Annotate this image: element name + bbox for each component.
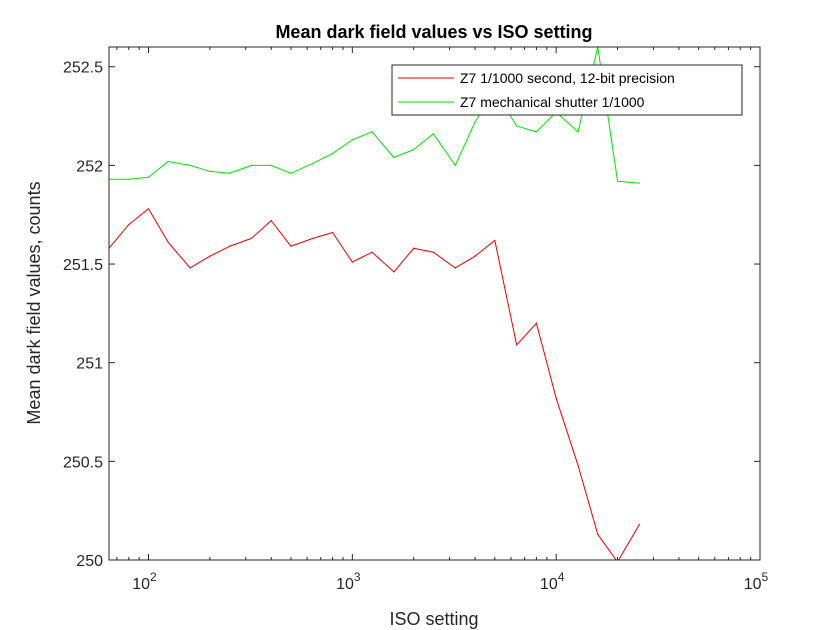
series-2-point [474, 121, 476, 123]
series-2-point [516, 125, 518, 127]
series-1-point [290, 245, 292, 247]
series-2-point [331, 152, 334, 155]
series-1-point [577, 464, 579, 466]
series-2-point [128, 178, 130, 180]
series-1-point [147, 208, 150, 210]
series-1-point [250, 237, 253, 239]
series-1-point [597, 533, 599, 535]
series-1-point [393, 271, 395, 273]
x-tick-label-exponent: 4 [558, 570, 565, 584]
series-1-point [128, 223, 130, 226]
series-2-point [250, 164, 253, 166]
series-1-point [638, 523, 640, 526]
x-tick-label-exponent: 2 [150, 570, 157, 584]
y-axis-ticks: 250 250.5 251 251.5 252 252.5 [63, 60, 760, 570]
series-2-point [371, 131, 373, 133]
series-2-point [189, 164, 191, 166]
series-1-point [454, 267, 456, 269]
legend: Z7 1/1000 second, 12-bit precision Z7 me… [391, 64, 743, 116]
series-2-point [147, 176, 150, 178]
series-2-point [229, 172, 231, 174]
y-axis-label: Mean dark field values, counts [24, 181, 44, 424]
chart-title: Mean dark field values vs ISO setting [275, 22, 592, 42]
legend-entry-series-2: Z7 mechanical shutter 1/1000 [460, 94, 645, 110]
series-1-point [270, 220, 272, 222]
series-1-point [432, 251, 435, 253]
x-axis-ticks: 102 103 104 105 [116, 47, 769, 593]
series-2-point [270, 164, 272, 166]
series-1-point [167, 241, 169, 243]
series-2-point [638, 182, 640, 184]
series-1-point [555, 397, 557, 399]
x-tick-label: 102 [132, 570, 157, 593]
series-1-point [229, 245, 231, 247]
series-1-point [494, 239, 496, 241]
series-2-point [290, 172, 292, 174]
series-1-point [474, 255, 476, 257]
x-tick-label-base: 10 [336, 576, 354, 593]
legend-entry-series-1: Z7 1/1000 second, 12-bit precision [460, 70, 675, 86]
x-tick-label-exponent: 5 [762, 570, 769, 584]
x-tick-label: 104 [540, 570, 565, 593]
series-1-point [516, 344, 518, 346]
x-tick-label-base: 10 [744, 576, 762, 593]
series-2-point [312, 162, 314, 165]
series-2-point [393, 156, 395, 159]
legend-box [391, 64, 743, 116]
x-tick-label-base: 10 [132, 576, 150, 593]
x-tick-label-exponent: 3 [354, 570, 361, 584]
series-1-point [209, 255, 211, 257]
y-tick-label: 251 [76, 356, 103, 373]
series-2-point [209, 170, 211, 172]
series-2-point [454, 164, 456, 166]
x-tick-label: 103 [336, 570, 361, 593]
y-tick-label: 250.5 [63, 454, 103, 471]
y-tick-label: 252.5 [63, 60, 103, 77]
axes-box [108, 46, 761, 561]
series-1-point [413, 247, 415, 249]
x-tick-label: 105 [744, 570, 769, 593]
x-axis-label: ISO setting [389, 609, 478, 629]
series-2-point [616, 180, 619, 182]
series-2-point [432, 133, 435, 135]
series-1-point [351, 261, 353, 263]
series-1-point [371, 251, 373, 253]
plot-area [109, 47, 760, 560]
series-2-point [167, 160, 169, 163]
series-2-point [351, 139, 353, 141]
series-1-point [189, 267, 191, 269]
series-1-point [331, 231, 334, 234]
y-tick-label: 252 [76, 158, 103, 175]
x-tick-label-base: 10 [540, 576, 558, 593]
y-tick-label: 250 [76, 553, 103, 570]
series-1-point [312, 237, 314, 239]
series-2-point [577, 131, 579, 133]
y-tick-label: 251.5 [63, 257, 103, 274]
series-1-point [535, 322, 538, 324]
series-2-point [413, 149, 415, 151]
series-2-point [535, 131, 538, 133]
